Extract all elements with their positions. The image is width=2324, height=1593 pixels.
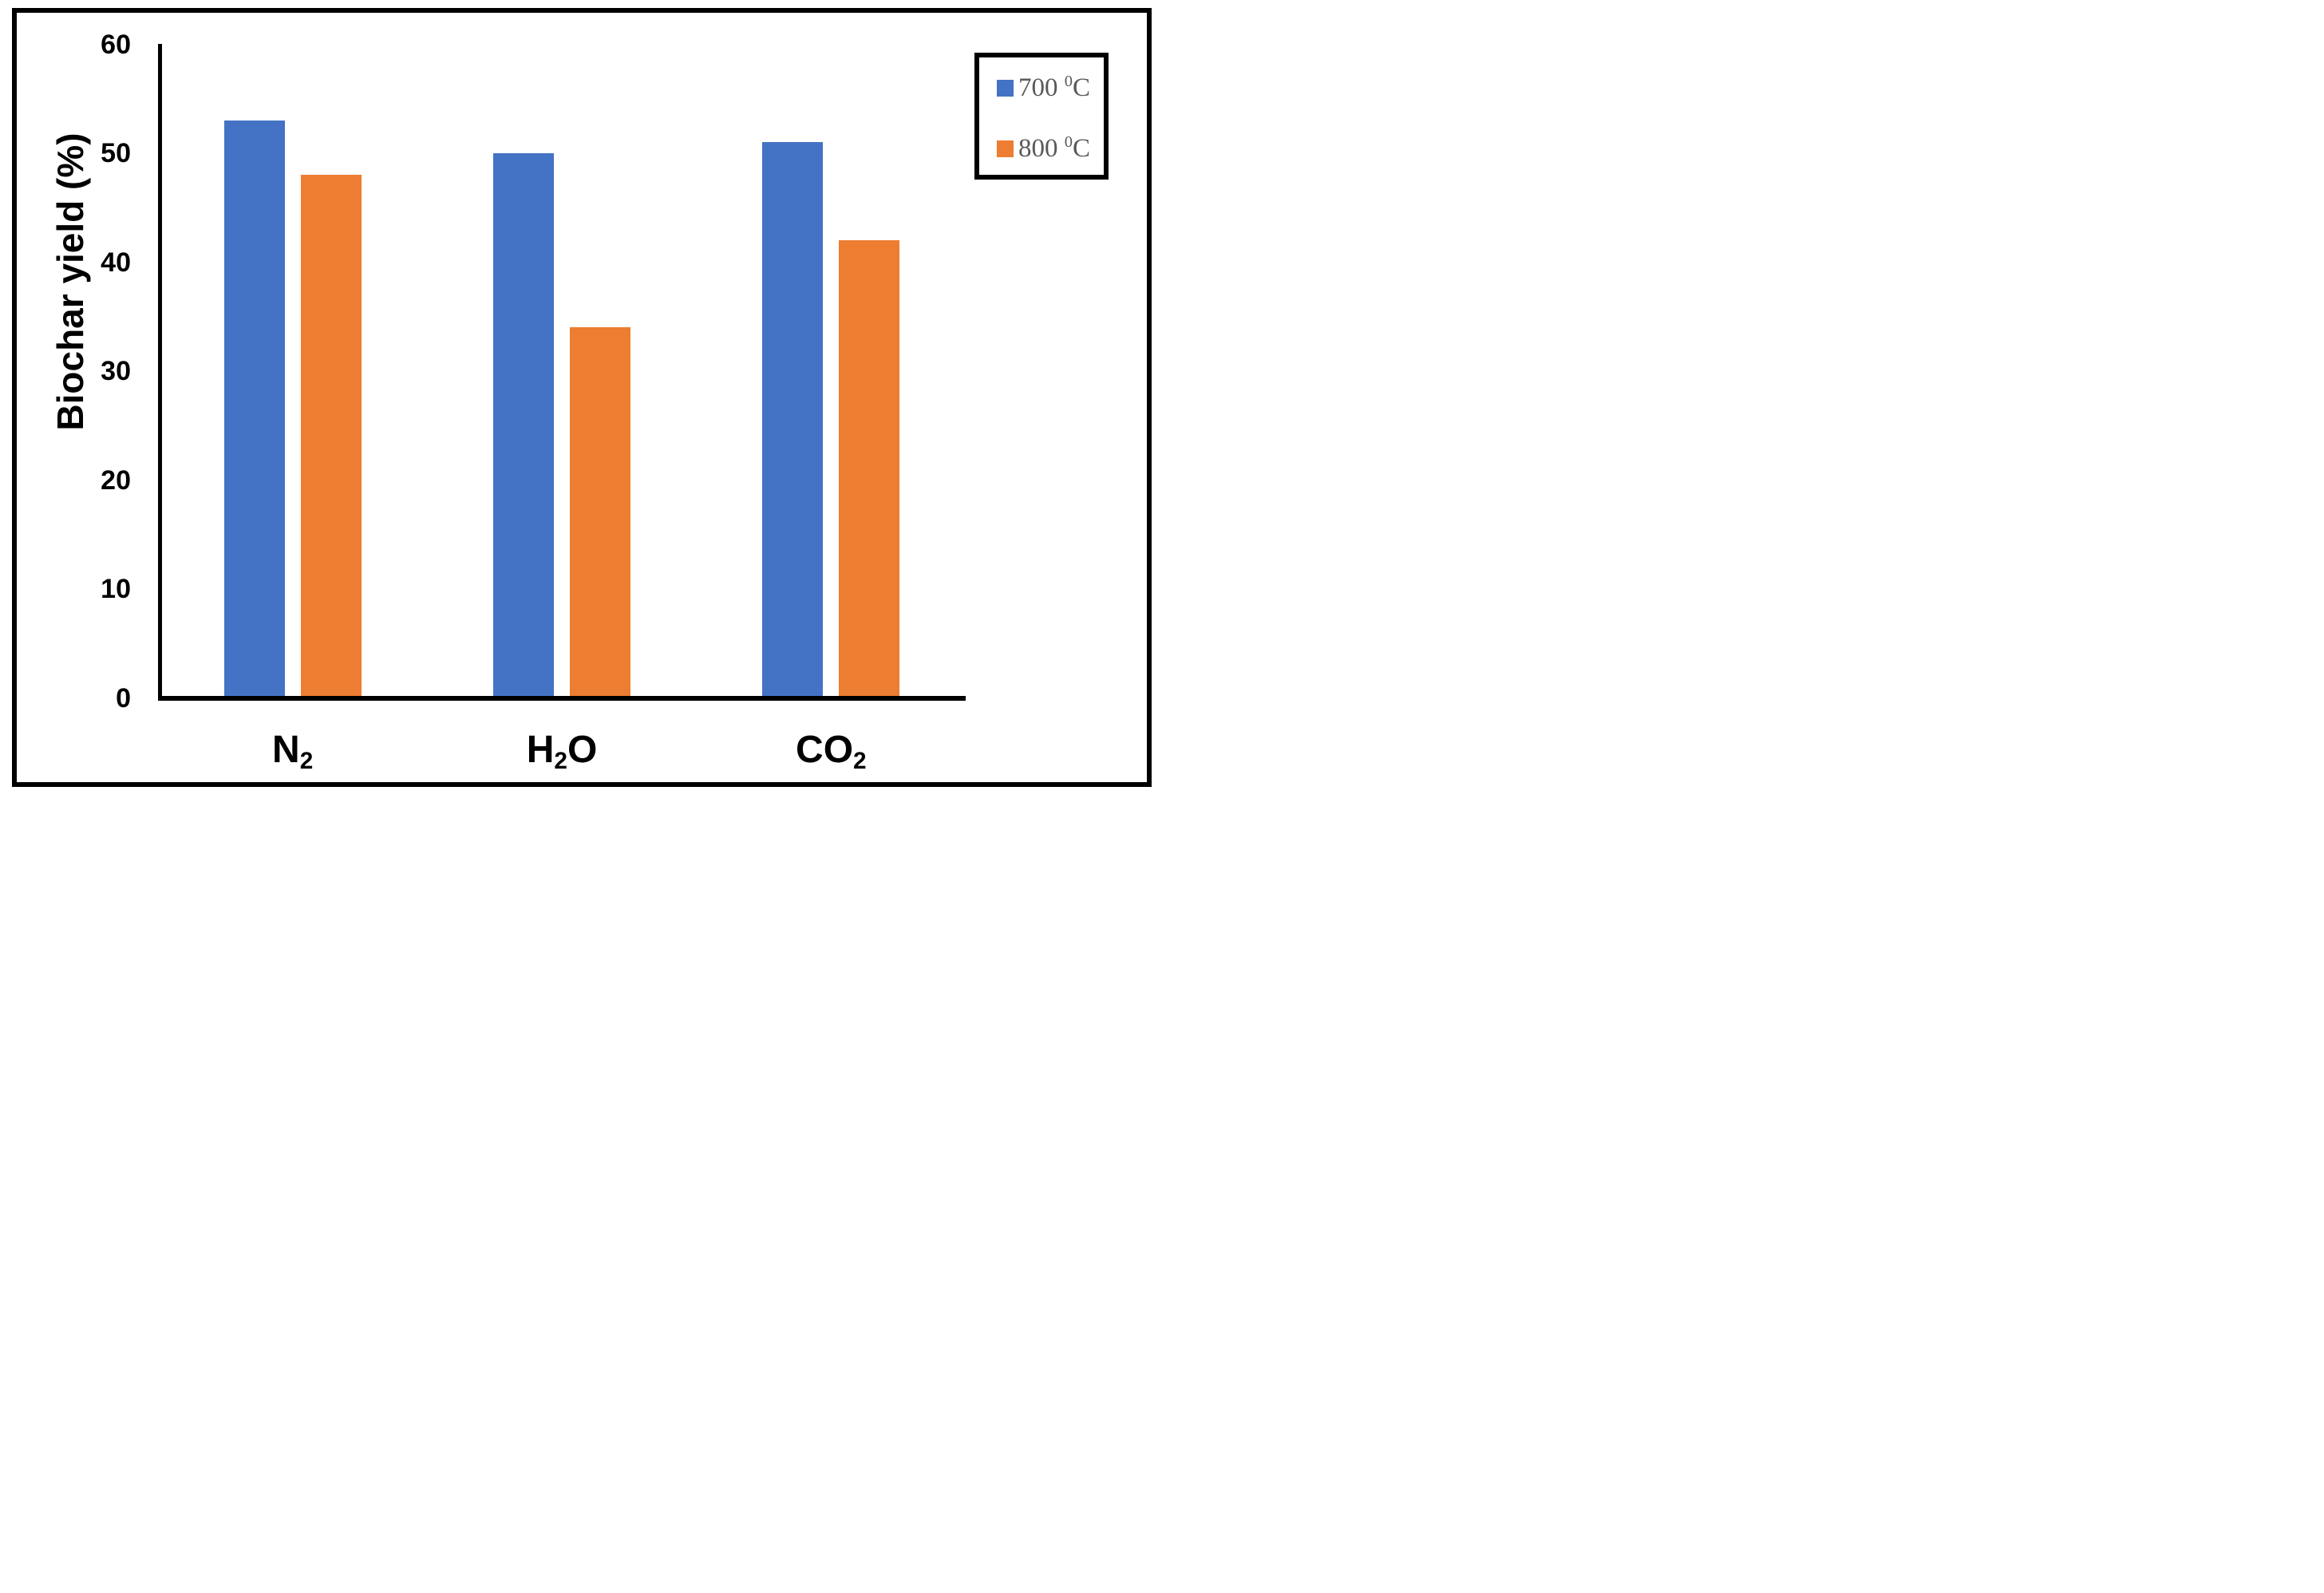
legend: 700 0C 800 0C [974,53,1109,180]
tick-label: 50 [101,138,131,168]
category-label-H₂O: H2O [526,729,598,775]
legend-item: 700 0C [997,72,1090,104]
legend-label: 800 0C [1018,133,1090,163]
bar-CO₂-800 ⁰C [839,240,900,700]
tick-label: 20 [101,464,131,496]
category-label-N₂: N2 [272,729,314,775]
tick-label: 10 [101,574,131,604]
legend-label: 700 0C [1018,73,1090,102]
category-label-CO₂: CO2 [796,729,867,775]
y-axis-line [158,44,162,701]
bar-CO₂-700 ⁰C [762,142,824,700]
tick-label: 0 [116,682,131,713]
legend-item: 800 0C [997,132,1090,164]
bar-H₂O-800 ⁰C [570,327,630,700]
legend-swatch-icon [997,140,1014,157]
tick-label: 60 [101,29,131,60]
tick-label: 30 [101,356,131,386]
bar-N₂-700 ⁰C [223,121,285,700]
legend-swatch-icon [997,79,1014,97]
bar-H₂O-700 ⁰C [493,153,554,700]
tick-label: 40 [101,247,131,278]
x-axis-line [158,696,966,701]
bar-N₂-800 ⁰C [300,175,362,700]
